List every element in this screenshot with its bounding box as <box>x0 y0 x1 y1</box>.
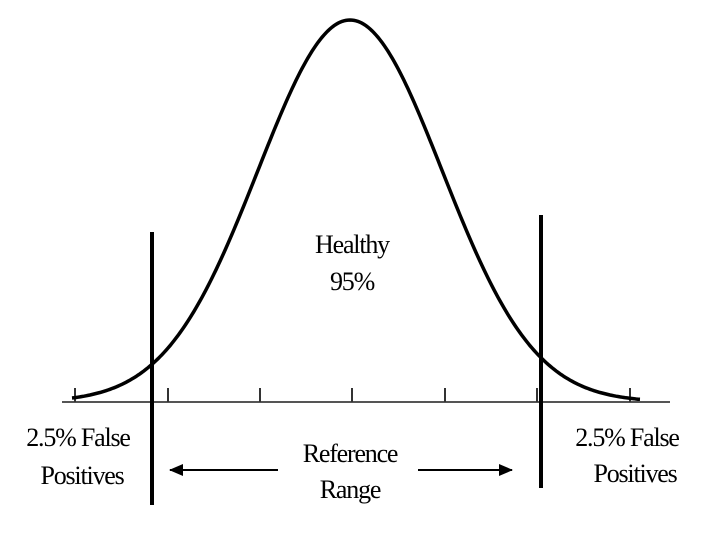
center-label: Healthy <box>315 230 390 259</box>
range-label: Reference <box>303 439 398 468</box>
range-label: Range <box>320 475 381 504</box>
normal-curve <box>71 18 641 402</box>
right-label: Positives <box>593 459 677 488</box>
right-label: 2.5% False <box>575 423 679 452</box>
axis-ticks <box>74 388 631 402</box>
left-label: 2.5% False <box>26 423 130 452</box>
center-label: 95% <box>330 267 375 296</box>
left-label: Positives <box>40 461 124 490</box>
